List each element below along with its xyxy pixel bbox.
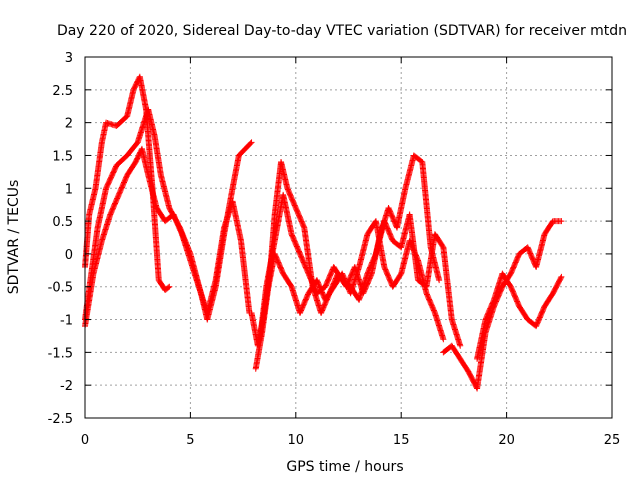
y-tick-label: 1.5 [52, 149, 73, 164]
x-tick-label: 15 [393, 433, 410, 448]
data-point [558, 218, 565, 225]
x-tick-label: 0 [81, 433, 89, 448]
y-tick-label: 2.5 [52, 84, 73, 99]
x-tick-label: 10 [288, 433, 305, 448]
x-tick-label: 5 [186, 433, 194, 448]
data-point [248, 139, 255, 146]
series-track-h [474, 270, 565, 362]
y-tick-label: -0.5 [48, 281, 73, 296]
data-points-layer [82, 73, 565, 392]
x-tick-label: 20 [498, 433, 515, 448]
y-tick-label: -1 [60, 314, 73, 329]
data-point [300, 223, 307, 230]
plot-frame [84, 56, 613, 419]
x-axis-label: GPS time / hours [286, 459, 403, 475]
y-tick-label: -1.5 [48, 346, 73, 361]
y-tick-label: 0 [65, 248, 73, 263]
y-tick-label: 3 [65, 51, 73, 66]
chart-title: Day 220 of 2020, Sidereal Day-to-day VTE… [57, 23, 627, 39]
y-axis-label: SDTVAR / TECUs [6, 180, 22, 295]
y-tick-label: 1 [65, 182, 73, 197]
ticks-layer: 0 5 10 15 20 25 -2.5 -2 -1.5 -1 -0.5 0 0.5 1 1.5 2 2.5 3 [48, 51, 621, 448]
data-point [247, 140, 254, 147]
data-point [436, 277, 443, 284]
y-tick-label: 0.5 [52, 215, 73, 230]
x-tick-label: 25 [604, 433, 621, 448]
series-track-a [82, 73, 173, 294]
data-point [457, 342, 464, 349]
data-point [557, 275, 564, 282]
y-tick-label: -2 [60, 379, 73, 394]
series-track-f [252, 218, 447, 372]
data-point [558, 273, 565, 280]
y-tick-label: -2.5 [48, 412, 73, 427]
series-track-c [82, 145, 253, 330]
data-point [166, 283, 173, 290]
data-point [165, 284, 172, 291]
data-point [440, 336, 447, 343]
y-tick-label: 2 [65, 117, 73, 132]
